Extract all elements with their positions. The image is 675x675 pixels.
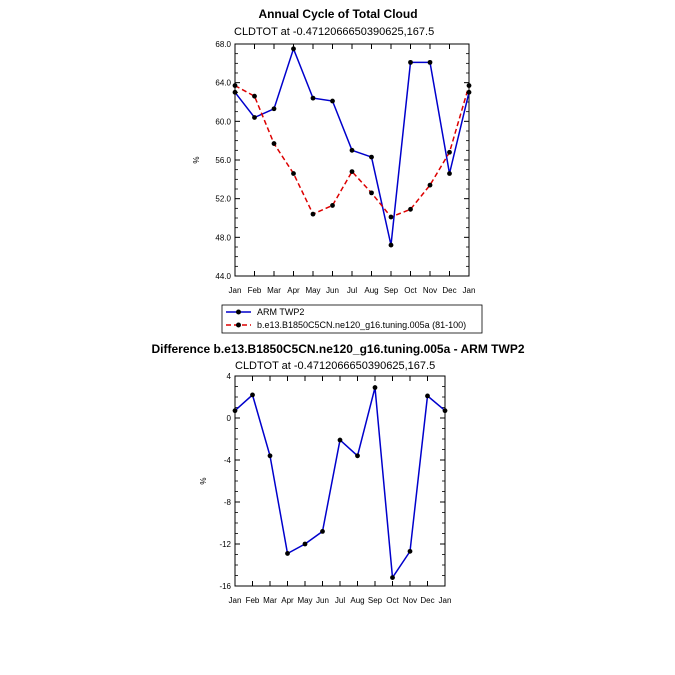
top-chart-ytick-label: 44.0 bbox=[215, 272, 231, 281]
bottom-chart-ytick-label: -4 bbox=[224, 456, 232, 465]
top-chart-series-1-point bbox=[369, 190, 374, 196]
bottom-chart-series-0-point bbox=[267, 453, 273, 459]
top-chart-series-1-point bbox=[447, 149, 452, 155]
top-chart-subtitle: CLDTOT at -0.4712066650390625,167.5 bbox=[234, 26, 434, 38]
top-chart-ylabel: % bbox=[192, 156, 201, 163]
bottom-chart-frame bbox=[234, 375, 446, 587]
bottom-chart-xtick-label: Jul bbox=[335, 596, 345, 605]
top-chart-xtick-label: Jan bbox=[229, 286, 242, 295]
top-chart-ytick-label: 56.0 bbox=[215, 156, 231, 165]
bottom-chart-subtitle: CLDTOT at -0.4712066650390625,167.5 bbox=[235, 360, 435, 372]
bottom-chart-series-0-point bbox=[442, 408, 448, 414]
bottom-chart-xtick-label: Aug bbox=[350, 596, 364, 605]
top-chart-title: Annual Cycle of Total Cloud bbox=[258, 7, 417, 21]
top-chart-xtick-label: Jan bbox=[463, 286, 476, 295]
top-chart-plot: 44.0 48.0 52.0 56.0 60.0 64.0 68.0 Jan Feb Mar Apr… bbox=[215, 40, 475, 295]
bottom-chart-series-0-point bbox=[232, 408, 238, 414]
top-chart-series-1-point bbox=[427, 182, 433, 188]
top-chart-series-0-point bbox=[388, 242, 394, 248]
top-chart-ytick-label: 52.0 bbox=[215, 195, 231, 204]
top-chart-ytick-label: 68.0 bbox=[215, 40, 231, 49]
bottom-chart-ylabel: % bbox=[199, 477, 208, 484]
bottom-chart-ytick-label: 4 bbox=[227, 372, 232, 381]
bottom-chart-xtick-label: Mar bbox=[263, 596, 277, 605]
top-chart-series-0-line bbox=[234, 46, 470, 246]
top-chart-series-0-point bbox=[310, 95, 316, 101]
bottom-chart-series-0-point bbox=[390, 575, 395, 580]
top-chart-series-1-point bbox=[349, 169, 355, 175]
bottom-chart-xtick-label: Feb bbox=[246, 596, 260, 605]
bottom-chart-series-0-line bbox=[234, 387, 446, 580]
bottom-chart-series-0-point bbox=[320, 529, 325, 534]
legend-label-model: b.e13.B1850C5CN.ne120_g16.tuning.005a (8… bbox=[257, 320, 466, 330]
bottom-chart-xtick-label: Jan bbox=[439, 596, 452, 605]
bottom-chart-series-0-point bbox=[337, 437, 343, 443]
legend-marker-model bbox=[236, 322, 241, 328]
top-chart-series-0-point bbox=[232, 89, 238, 95]
top-chart-series-1-point bbox=[330, 203, 335, 208]
top-chart-ytick-label: 60.0 bbox=[215, 117, 231, 126]
bottom-chart-plot: -16 -12 -8 -4 0 4 Jan Feb Mar Apr May Jun Jul Aug Sep O… bbox=[219, 372, 451, 605]
top-chart-series-0-point bbox=[369, 154, 374, 160]
top-chart-series-1-point bbox=[291, 171, 296, 176]
bottom-chart-xtick-label: Sep bbox=[368, 596, 383, 605]
legend-marker-arm bbox=[236, 309, 241, 315]
bottom-chart-xtick-label: Nov bbox=[403, 596, 417, 605]
top-chart-xtick-label: Oct bbox=[404, 286, 417, 295]
bottom-chart-ytick-label: -12 bbox=[219, 540, 231, 549]
top-chart-xtick-label: Apr bbox=[287, 286, 300, 295]
top-chart-ytick-label: 64.0 bbox=[215, 79, 231, 88]
bottom-chart-series-0-point bbox=[407, 548, 413, 554]
bottom-chart-ytick-label: -8 bbox=[224, 498, 232, 507]
top-chart-series-0-point bbox=[427, 59, 433, 65]
top-chart-series-1-point bbox=[466, 83, 472, 88]
top-chart-ytick-label: 48.0 bbox=[215, 233, 231, 242]
bottom-chart-series-0-point bbox=[250, 392, 255, 398]
bottom-chart-xtick-label: Dec bbox=[420, 596, 434, 605]
top-chart-series-0-point bbox=[271, 106, 277, 112]
legend-label-arm: ARM TWP2 bbox=[257, 307, 304, 317]
bottom-chart-series-0-point bbox=[302, 541, 308, 547]
bottom-chart-series-0-point bbox=[425, 393, 430, 399]
bottom-chart-xtick-label: May bbox=[297, 596, 312, 605]
top-chart-series-1-point bbox=[232, 83, 238, 88]
bottom-chart-series-0-point bbox=[285, 551, 290, 556]
top-chart-series-0-point bbox=[408, 59, 413, 65]
bottom-chart-xtick-label: Jun bbox=[316, 596, 329, 605]
top-chart-series-0-point bbox=[466, 89, 472, 95]
bottom-chart-ytick-label: 0 bbox=[227, 414, 232, 423]
bottom-chart-title: Difference b.e13.B1850C5CN.ne120_g16.tun… bbox=[151, 342, 524, 356]
bottom-chart-ytick-label: -16 bbox=[219, 582, 231, 591]
bottom-chart-xtick-label: Apr bbox=[281, 596, 294, 605]
bottom-chart-xtick-label: Oct bbox=[386, 596, 399, 605]
top-chart-series-0-point bbox=[330, 98, 335, 104]
top-chart-xtick-label: Aug bbox=[364, 286, 378, 295]
top-chart-xtick-label: Jul bbox=[347, 286, 357, 295]
top-chart-xtick-label: Mar bbox=[267, 286, 281, 295]
top-chart-xtick-label: Nov bbox=[423, 286, 437, 295]
top-chart-xtick-label: Dec bbox=[442, 286, 456, 295]
top-chart-xtick-label: Feb bbox=[248, 286, 262, 295]
top-chart-series-1-point bbox=[310, 211, 316, 217]
top-chart-series-0-point bbox=[349, 147, 355, 153]
top-chart-series-1-point bbox=[388, 214, 394, 220]
top-chart-series-0-point bbox=[291, 46, 296, 52]
top-chart-series-1-point bbox=[408, 206, 413, 212]
top-chart-series-0-point bbox=[447, 171, 452, 176]
top-chart-xtick-label: Jun bbox=[326, 286, 339, 295]
bottom-chart-series-0-point bbox=[372, 385, 378, 390]
top-chart-series-0-point bbox=[252, 115, 257, 120]
bottom-chart-series-0-point bbox=[355, 453, 360, 459]
top-chart-series-1-point bbox=[271, 141, 277, 146]
top-chart-xtick-label: Sep bbox=[384, 286, 399, 295]
bottom-chart-xtick-label: Jan bbox=[229, 596, 242, 605]
top-chart-frame bbox=[234, 43, 470, 277]
top-chart-series-1-point bbox=[252, 93, 257, 99]
top-chart-xtick-label: May bbox=[305, 286, 320, 295]
legend-box bbox=[221, 304, 483, 334]
legend: ARM TWP2 b.e13.B1850C5CN.ne120_g16.tunin… bbox=[221, 304, 483, 334]
